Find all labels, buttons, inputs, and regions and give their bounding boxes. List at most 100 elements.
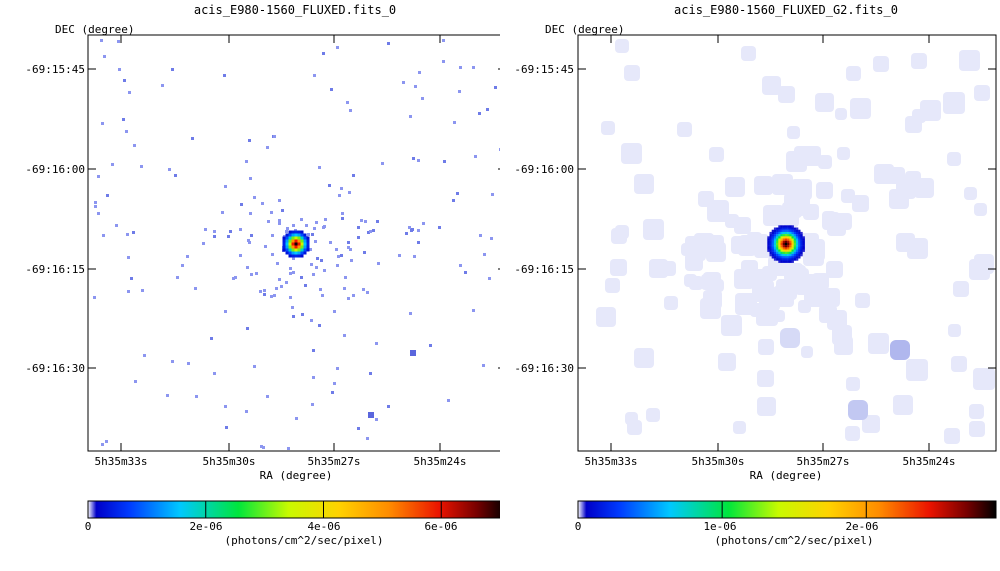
source-pixel (300, 236, 304, 240)
source-pixel (789, 225, 792, 228)
source-pixel (291, 251, 295, 255)
photon-pixel (324, 218, 327, 221)
photon-pixel (253, 365, 256, 368)
source-pixel (793, 240, 797, 244)
source-pixel (795, 249, 799, 252)
source-pixel (780, 245, 783, 248)
source-pixel (789, 236, 792, 239)
photon-pixel (125, 130, 128, 133)
source-pixel (773, 234, 777, 237)
photon-pixel (375, 418, 378, 421)
smoothed-blob (801, 346, 813, 358)
photon-pixel (117, 40, 120, 43)
smoothed-blob (974, 203, 987, 216)
source-pixel (800, 234, 803, 237)
source-pixel (300, 251, 304, 255)
source-pixel (784, 245, 788, 248)
right-xtick: 5h35m30s (691, 455, 745, 468)
source-pixel (769, 234, 772, 237)
source-pixel (789, 234, 792, 237)
photon-pixel (248, 139, 251, 142)
photon-pixel (94, 205, 97, 208)
source-pixel (776, 253, 779, 257)
source-pixel (771, 234, 775, 237)
photon-pixel (285, 281, 288, 284)
photon-pixel (115, 224, 118, 227)
source-pixel (795, 236, 799, 239)
source-pixel (300, 239, 304, 243)
photon-pixel (97, 175, 100, 178)
smoothed-blob (784, 193, 804, 213)
source-pixel (800, 249, 803, 252)
photon-pixel (273, 135, 276, 138)
source-pixel (771, 251, 775, 255)
source-pixel (782, 258, 786, 261)
photon-pixel (103, 55, 106, 58)
photon-pixel (263, 289, 266, 292)
source-pixel (778, 258, 781, 261)
photon-pixel (309, 248, 312, 251)
source-pixel (780, 260, 783, 263)
photon-pixel (249, 177, 252, 180)
photon-pixel (250, 234, 253, 237)
photon-pixel (210, 337, 213, 340)
source-pixel (787, 238, 790, 241)
photon-pixel (337, 255, 340, 258)
smoothed-blob (624, 65, 640, 81)
left-xtick: 5h35m27s (307, 455, 361, 468)
source-pixel (300, 233, 304, 237)
source-pixel (778, 234, 781, 237)
photon-pixel (166, 394, 169, 397)
photon-pixel (490, 237, 493, 240)
smoothed-blob (786, 151, 807, 172)
source-pixel (795, 245, 799, 248)
source-pixel (771, 245, 775, 248)
photon-pixel (347, 246, 350, 249)
photon-pixel (452, 199, 455, 202)
smoothed-blob (969, 421, 985, 437)
source-pixel (800, 253, 803, 257)
photon-pixel (94, 201, 97, 204)
smoothed-blob (684, 274, 697, 287)
photon-pixel (408, 226, 411, 229)
source-pixel (300, 245, 304, 249)
photon-pixel (438, 226, 441, 229)
source-pixel (795, 231, 799, 235)
smoothed-blob (752, 280, 774, 302)
photon-pixel (343, 334, 346, 337)
source-pixel (782, 240, 786, 244)
source-pixel (771, 249, 775, 252)
source-pixel (773, 247, 777, 250)
photon-pixel (194, 287, 197, 290)
photon-pixel (362, 288, 365, 291)
smoothed-blob (850, 98, 871, 119)
photon-pixel (472, 66, 475, 69)
left-plot-frame (87, 34, 500, 452)
photon-pixel (328, 184, 331, 187)
photon-pixel (398, 254, 401, 257)
photon-pixel (409, 115, 412, 118)
photon-pixel (292, 315, 295, 318)
source-pixel (800, 240, 803, 244)
source-pixel (294, 242, 298, 246)
source-pixel (791, 231, 794, 235)
source-pixel (771, 236, 775, 239)
source-pixel (297, 236, 301, 240)
photon-pixel (336, 264, 339, 267)
photon-pixel (405, 232, 408, 235)
source-pixel (291, 242, 295, 246)
photon-pixel (331, 391, 334, 394)
source-pixel (795, 258, 799, 261)
source-pixel (791, 236, 794, 239)
photon-pixel (204, 228, 207, 231)
source-pixel (285, 242, 289, 246)
source-pixel (776, 231, 779, 235)
source-pixel (782, 251, 786, 255)
source-pixel (798, 253, 801, 257)
source-pixel (300, 254, 304, 258)
source-pixel (771, 231, 775, 235)
source-pixel (787, 227, 790, 230)
source-pixel (791, 229, 794, 233)
source-pixel (787, 253, 790, 257)
left-ytick: -69:16:00 (25, 163, 85, 176)
